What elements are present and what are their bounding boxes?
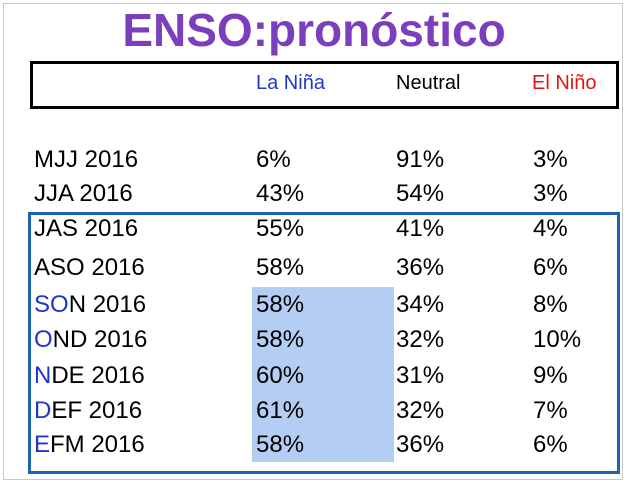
- season-label-accent: D: [34, 397, 52, 424]
- la-nina-value: 55%: [256, 215, 305, 242]
- la-nina-value: 58%: [256, 254, 305, 281]
- season-label: DEF 2016: [34, 396, 142, 426]
- season-label: JJA 2016: [34, 180, 133, 207]
- neutral-value: 36%: [396, 254, 445, 281]
- el-nino-value: 10%: [533, 326, 582, 353]
- column-header-el-nino: El Niño: [532, 72, 597, 94]
- season-label-rest: ND 2016: [52, 326, 148, 353]
- neutral-value: 36%: [396, 431, 445, 458]
- la-nina-value: 60%: [256, 362, 305, 389]
- highlight-box: [28, 212, 620, 474]
- season-label: JAS 2016: [34, 215, 139, 242]
- el-nino-value: 3%: [533, 180, 568, 207]
- table-row: JAS 2016 55% 41% 4%: [0, 214, 628, 244]
- season-label-rest: EF 2016: [51, 397, 143, 424]
- el-nino-value: 4%: [533, 215, 568, 242]
- column-header-neutral: Neutral: [396, 72, 461, 94]
- el-nino-value: 6%: [533, 254, 568, 281]
- table-row: SON 2016 58% 34% 8%: [0, 290, 628, 320]
- table-row: OND 2016 58% 32% 10%: [0, 325, 628, 355]
- la-nina-value: 58%: [256, 326, 305, 353]
- header-box: [30, 61, 619, 109]
- season-label-accent: E: [34, 431, 51, 458]
- la-nina-value: 43%: [256, 180, 305, 207]
- la-nina-highlight: [252, 287, 394, 462]
- la-nina-value: 58%: [256, 291, 305, 318]
- table-row: MJJ 2016 6% 91% 3%: [0, 145, 628, 175]
- season-label: SON 2016: [34, 290, 146, 320]
- neutral-value: 41%: [396, 215, 445, 242]
- el-nino-value: 3%: [533, 146, 568, 173]
- season-label-accent: N: [34, 362, 52, 389]
- el-nino-value: 9%: [533, 362, 568, 389]
- la-nina-value: 61%: [256, 397, 305, 424]
- el-nino-value: 7%: [533, 397, 568, 424]
- table-row: JJA 2016 43% 54% 3%: [0, 179, 628, 209]
- season-label-rest: DE 2016: [51, 362, 145, 389]
- season-label-rest: N 2016: [68, 291, 147, 318]
- season-label: NDE 2016: [34, 361, 145, 391]
- column-header-la-nina: La Niña: [256, 72, 325, 94]
- la-nina-value: 6%: [256, 146, 291, 173]
- table-row: ASO 2016 58% 36% 6%: [0, 253, 628, 283]
- neutral-value: 32%: [396, 326, 445, 353]
- table-row: DEF 2016 61% 32% 7%: [0, 396, 628, 426]
- neutral-value: 91%: [396, 146, 445, 173]
- season-label-rest: FM 2016: [50, 431, 145, 458]
- el-nino-value: 8%: [533, 291, 568, 318]
- la-nina-value: 58%: [256, 431, 305, 458]
- neutral-value: 54%: [396, 180, 445, 207]
- season-label-accent: O: [34, 326, 53, 353]
- neutral-value: 31%: [396, 362, 445, 389]
- season-label: MJJ 2016: [34, 146, 139, 173]
- el-nino-value: 6%: [533, 431, 568, 458]
- season-label: EFM 2016: [34, 430, 145, 460]
- neutral-value: 32%: [396, 397, 445, 424]
- season-label: OND 2016: [34, 325, 147, 355]
- page-title: ENSO:pronóstico: [122, 4, 506, 56]
- season-label-accent: SO: [34, 291, 69, 318]
- season-label: ASO 2016: [34, 254, 145, 281]
- neutral-value: 34%: [396, 291, 445, 318]
- table-row: EFM 2016 58% 36% 6%: [0, 430, 628, 460]
- table-row: NDE 2016 60% 31% 9%: [0, 361, 628, 391]
